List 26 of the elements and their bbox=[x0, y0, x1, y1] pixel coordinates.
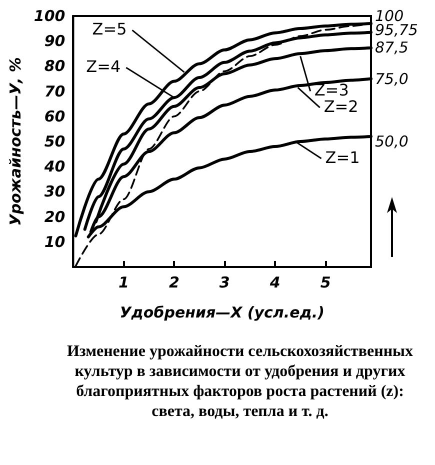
annotation: Z=4 bbox=[86, 57, 121, 76]
y-tick-label: 60 bbox=[44, 107, 66, 126]
y-tick-label: 10 bbox=[44, 232, 66, 251]
y-tick-label: 20 bbox=[44, 208, 66, 226]
x-tick-label: 5 bbox=[320, 274, 331, 292]
y2-tick-label: 50,0 bbox=[375, 132, 408, 150]
y-tick-label: 70 bbox=[44, 82, 66, 100]
y-axis-title: Урожайность—У, % bbox=[6, 57, 24, 226]
y2-tick-label: 87,5 bbox=[375, 38, 408, 56]
x-tick-label: 1 bbox=[118, 274, 129, 292]
y-tick-label: 30 bbox=[44, 182, 66, 201]
annotation: Z=3 bbox=[314, 80, 349, 100]
y-tick-label: 50 bbox=[44, 132, 66, 150]
annotation: Z=2 bbox=[324, 97, 358, 116]
y-tick-label: 80 bbox=[44, 57, 66, 76]
y-tick-label: 40 bbox=[43, 158, 66, 176]
y-tick-label: 100 bbox=[34, 7, 66, 25]
annotation: Z=5 bbox=[92, 20, 127, 39]
x-tick-label: 4 bbox=[268, 274, 280, 292]
x-tick-label: 3 bbox=[219, 274, 230, 292]
x-tick-label: 2 bbox=[168, 274, 180, 292]
annotation: Z=1 bbox=[325, 148, 360, 167]
y-tick-label: 90 bbox=[44, 32, 66, 50]
y2-tick-label: 75,0 bbox=[375, 70, 408, 88]
text: Изменение урожайности сельскохозяйственных культур в зависимости от удобрения и других благоприятных факторов роста растений (z): света, воды, тепла и т. д. bbox=[66, 342, 414, 422]
x-axis-title: Удобрения—X (усл.ед.) bbox=[120, 304, 324, 322]
